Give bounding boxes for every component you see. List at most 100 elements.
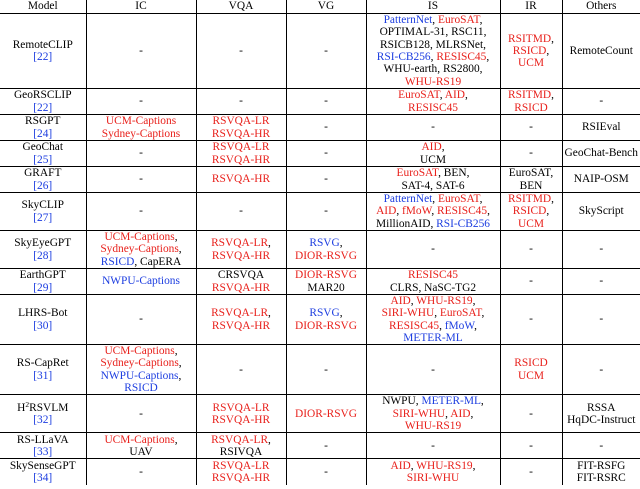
vqa-line: RSVQA-HR: [199, 173, 284, 185]
dataset-name: RSVQA-LR: [212, 141, 270, 154]
model-cell: RSGPT [24]: [0, 114, 87, 141]
dataset-name: ,: [432, 14, 438, 27]
dataset-name: AID: [450, 407, 471, 420]
dataset-name: ,: [432, 193, 438, 206]
ic-line: -: [89, 466, 194, 478]
empty-dash: -: [139, 173, 143, 186]
ic-cell: -: [85, 294, 197, 345]
is-line: RESISC45: [369, 102, 498, 114]
vqa-cell: RSVQA-LR, RSIVQA: [195, 432, 287, 459]
table-row: SkySenseGPT [34] - RSVQA-LR RSVQA-HR - AID, WH…: [0, 458, 640, 485]
dataset-name: EuroSAT: [438, 14, 480, 27]
ir-line: -: [503, 243, 560, 255]
model-name: SkySenseGPT: [2, 460, 84, 472]
dataset-name: WHU-RS19: [404, 75, 462, 88]
vg-cell: -: [285, 192, 367, 231]
ir-line: -: [503, 275, 560, 287]
empty-dash: -: [529, 243, 533, 256]
vg-cell: -: [285, 458, 367, 485]
empty-dash: -: [431, 439, 435, 452]
dataset-name: ,: [551, 89, 554, 102]
dataset-name: ,: [551, 32, 554, 45]
dataset-name: NWPU-Captions: [102, 275, 180, 288]
dataset-name: ,: [434, 307, 440, 320]
dataset-name: ,: [470, 407, 474, 420]
empty-dash: -: [599, 313, 604, 326]
vg-cell: RSVG, DIOR-RSVG: [285, 294, 367, 345]
dataset-name: RSICB128, MLRSNet,: [379, 38, 486, 51]
header-others: Others: [561, 0, 640, 14]
model-reference: [24]: [33, 127, 53, 140]
dataset-name: FIT-RSFG: [577, 459, 626, 472]
ir-cell: EuroSAT, BEN: [499, 166, 563, 193]
dataset-name: RSVQA-HR: [211, 153, 271, 166]
dataset-name: WHU-earth, RS2800,: [383, 63, 483, 76]
dataset-name: ,: [480, 395, 484, 408]
others-line: -: [565, 364, 639, 376]
dataset-name: RSI-CB256: [376, 51, 431, 63]
dataset-name: MillionAID,: [376, 217, 437, 230]
model-name-part: RSGPT: [25, 115, 61, 128]
dataset-name: ,: [465, 89, 468, 102]
vg-cell: -: [285, 88, 367, 115]
vqa-line: RSVQA-HR: [199, 414, 284, 426]
dataset-name: RSVQA-HR: [211, 413, 271, 426]
dataset-name: NWPU,: [382, 395, 422, 408]
dataset-name: RSSA: [587, 401, 616, 414]
dataset-name: DIOR-RSVG: [294, 249, 358, 262]
ir-cell: -: [499, 268, 563, 295]
dataset-name: UCM-Captions: [104, 231, 175, 244]
model-name-superscript: 2: [25, 399, 30, 409]
dataset-name: ,: [472, 295, 476, 307]
others-line: -: [565, 275, 639, 287]
empty-dash: -: [239, 205, 243, 218]
is-line: WHU-RS19: [369, 76, 498, 88]
dataset-name: ,: [551, 193, 554, 206]
vg-line: -: [289, 364, 364, 376]
ic-cell: -: [85, 88, 197, 115]
vqa-cell: RSVQA-LR RSVQA-HR: [195, 140, 287, 167]
dataset-name: SkyScript: [578, 205, 624, 218]
dataset-name: DIOR-RSVG: [294, 269, 358, 282]
dataset-name: ,: [430, 51, 437, 63]
is-line: AID, WHU-RS19,: [369, 295, 498, 307]
vqa-cell: -: [195, 88, 287, 115]
ir-line: RSITMD,: [503, 33, 560, 45]
dataset-name: RSVQA-LR: [212, 115, 270, 128]
empty-dash: -: [599, 275, 604, 288]
header-vqa: VQA: [195, 0, 287, 14]
others-line: -: [565, 243, 639, 255]
dataset-name: UAV: [129, 445, 153, 458]
is-cell: EuroSAT, AID, RESISC45: [365, 88, 501, 115]
others-cell: RSSA HqDC-Instruct: [561, 394, 640, 433]
dataset-name: ,: [479, 193, 483, 206]
model-reference: [31]: [33, 369, 53, 382]
dataset-name: RSITMD: [508, 193, 552, 206]
vqa-line: RSVQA-LR: [199, 115, 284, 127]
dataset-name: METER-ML: [403, 331, 463, 344]
ir-cell: RSITMD, RSICD, UCM: [499, 192, 563, 231]
ic-line: Sydney-Captions: [89, 128, 194, 140]
dataset-name: RSIVQA: [219, 445, 263, 458]
others-line: GeoChat-Bench: [565, 147, 639, 159]
empty-dash: -: [324, 121, 328, 134]
others-line: RemoteCount: [565, 45, 639, 57]
is-line: PatternNet, EuroSAT,: [369, 14, 498, 26]
others-line: -: [565, 440, 639, 452]
dataset-name: RSICD: [514, 101, 548, 114]
dataset-name: BEN: [519, 179, 543, 192]
vqa-cell: CRSVQA RSVQA-HR: [195, 268, 287, 295]
dataset-name: ,: [178, 369, 182, 382]
vg-cell: -: [285, 166, 367, 193]
dataset-name: RSITMD: [508, 89, 552, 102]
empty-dash: -: [431, 363, 435, 376]
model-reference: [22]: [33, 51, 53, 63]
others-cell: -: [561, 230, 640, 269]
empty-dash: -: [139, 407, 143, 420]
dataset-name: RSVG: [309, 307, 340, 320]
others-cell: -: [561, 294, 640, 345]
dataset-name: RSVQA-LR: [211, 307, 269, 320]
empty-dash: -: [529, 275, 533, 288]
dataset-name: RSICD: [100, 255, 135, 268]
dataset-name: RSVQA-LR: [212, 459, 270, 472]
